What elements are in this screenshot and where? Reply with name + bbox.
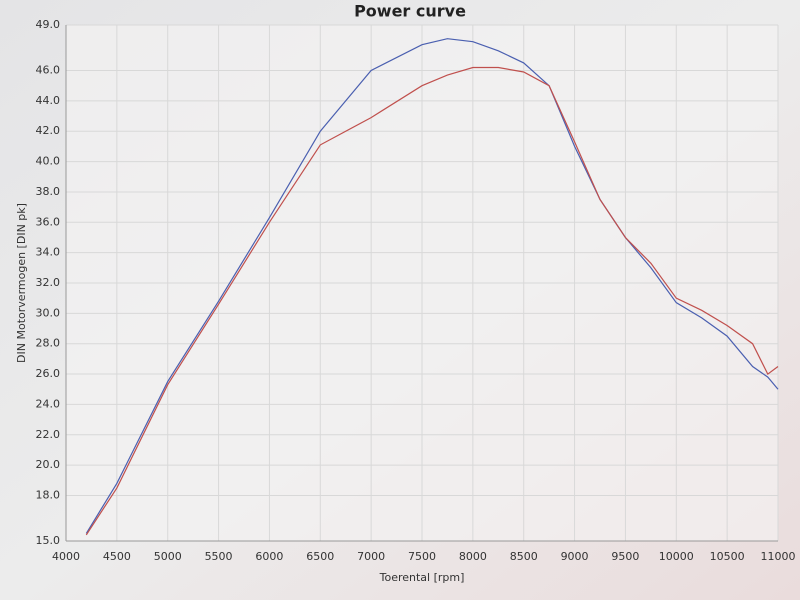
- line-series: [85, 66, 779, 536]
- x-tick-label: 9000: [561, 550, 589, 563]
- x-tick-label: 8500: [510, 550, 538, 563]
- y-tick-label: 49.0: [36, 18, 61, 31]
- chart-title: Power curve: [354, 2, 466, 21]
- x-tick-label: 6500: [306, 550, 334, 563]
- y-tick-label: 26.0: [36, 367, 61, 380]
- y-axis-label: DIN Motorvermogen [DIN pk]: [15, 203, 28, 363]
- x-tick-label: 11000: [761, 550, 796, 563]
- x-tick-label: 7500: [408, 550, 436, 563]
- y-tick-label: 40.0: [36, 155, 61, 168]
- x-tick-label: 4000: [52, 550, 80, 563]
- y-tick-label: 42.0: [36, 124, 61, 137]
- x-axis-label: Toerental [rpm]: [379, 571, 465, 584]
- x-tick-label: 7000: [357, 550, 385, 563]
- y-tick-label: 28.0: [36, 337, 61, 350]
- y-tick-label: 36.0: [36, 215, 61, 228]
- y-tick-label: 30.0: [36, 306, 61, 319]
- y-tick-label: 38.0: [36, 185, 61, 198]
- y-tick-label: 44.0: [36, 94, 61, 107]
- x-tick-label: 4500: [103, 550, 131, 563]
- x-tick-label: 6000: [255, 550, 283, 563]
- y-tick-label: 34.0: [36, 246, 61, 259]
- y-tick-label: 15.0: [36, 534, 61, 547]
- y-tick-label: 18.0: [36, 488, 61, 501]
- y-tick-label: 24.0: [36, 397, 61, 410]
- x-tick-label: 8000: [459, 550, 487, 563]
- y-tick-label: 20.0: [36, 458, 61, 471]
- x-tick-label: 5500: [205, 550, 233, 563]
- x-tick-label: 10500: [710, 550, 745, 563]
- x-tick-label: 9500: [611, 550, 639, 563]
- y-tick-label: 46.0: [36, 64, 61, 77]
- line-series: [85, 38, 779, 534]
- x-tick-label: 10000: [659, 550, 694, 563]
- x-tick-label: 5000: [154, 550, 182, 563]
- y-tick-label: 32.0: [36, 276, 61, 289]
- y-tick-label: 22.0: [36, 428, 61, 441]
